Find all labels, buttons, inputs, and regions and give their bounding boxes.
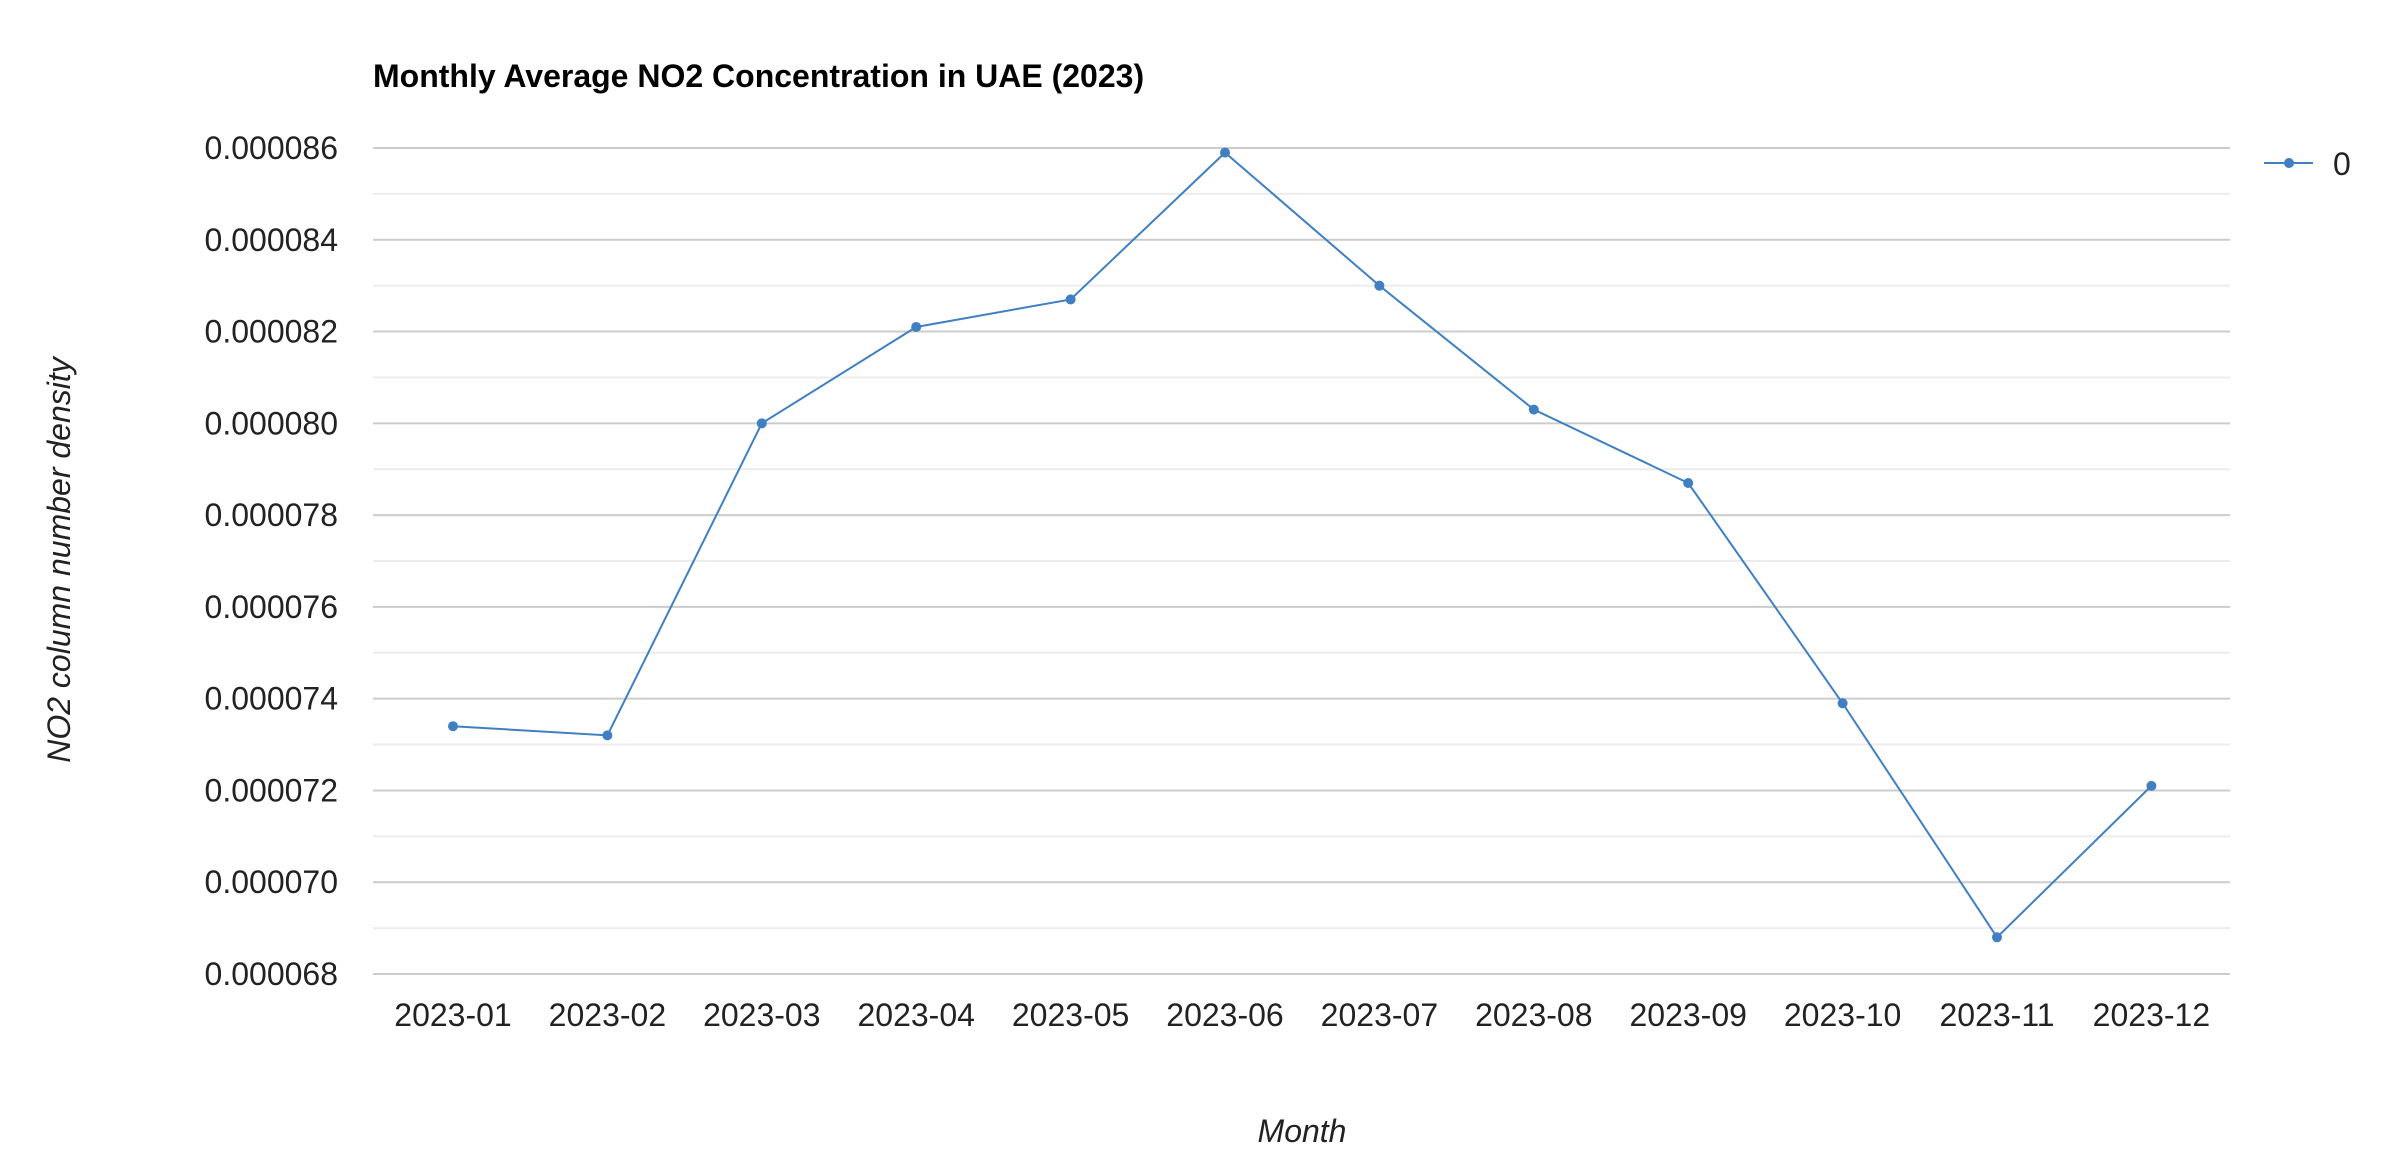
y-axis-ticks: 0.000086 0.000084 0.000082 0.000080 0.000078… xyxy=(205,130,338,992)
x-tick-label: 2023-04 xyxy=(857,997,974,1033)
y-tick-label: 0.000074 xyxy=(205,681,338,717)
data-point xyxy=(1528,404,1539,415)
x-tick-label: 2023-10 xyxy=(1784,997,1901,1033)
chart-title: Monthly Average NO2 Concentration in UAE… xyxy=(373,58,1144,94)
data-point xyxy=(756,418,767,429)
data-point xyxy=(448,721,458,732)
y-tick-label: 0.000084 xyxy=(205,222,338,258)
y-tick-label: 0.000078 xyxy=(205,497,338,533)
y-tick-label: 0.000086 xyxy=(205,130,338,166)
x-tick-label: 2023-08 xyxy=(1475,997,1592,1033)
legend-label: 0 xyxy=(2333,146,2351,182)
data-point xyxy=(1065,294,1076,305)
data-point xyxy=(602,730,613,741)
x-tick-label: 2023-02 xyxy=(549,997,666,1033)
data-point xyxy=(1220,147,1230,158)
x-tick-label: 2023-01 xyxy=(394,997,511,1033)
series-layer xyxy=(448,147,2157,943)
x-tick-label: 2023-05 xyxy=(1012,997,1129,1033)
x-tick-label: 2023-12 xyxy=(2093,997,2210,1033)
x-tick-label: 2023-09 xyxy=(1629,997,1746,1033)
y-tick-label: 0.000076 xyxy=(205,589,338,625)
y-axis-title: NO2 column number density xyxy=(41,355,77,763)
y-tick-label: 0.000068 xyxy=(205,956,338,992)
x-axis-title: Month xyxy=(1258,1113,1347,1149)
series-line xyxy=(452,151,2153,939)
legend: 0 xyxy=(2264,146,2351,182)
data-point xyxy=(1374,280,1385,291)
data-point xyxy=(911,321,922,332)
legend-point-marker xyxy=(2284,158,2294,168)
y-tick-label: 0.000080 xyxy=(205,405,338,441)
y-tick-label: 0.000072 xyxy=(205,772,338,808)
data-point xyxy=(1683,477,1694,488)
x-tick-label: 2023-03 xyxy=(703,997,820,1033)
data-point xyxy=(1837,698,1848,709)
y-tick-label: 0.000070 xyxy=(205,864,338,900)
x-tick-label: 2023-11 xyxy=(1939,997,2054,1033)
data-point xyxy=(2146,780,2157,791)
y-tick-label: 0.000082 xyxy=(205,314,338,350)
gridlines xyxy=(373,147,2230,975)
x-tick-label: 2023-06 xyxy=(1166,997,1283,1033)
x-tick-label: 2023-07 xyxy=(1321,997,1438,1033)
data-point xyxy=(1992,932,2002,943)
x-axis-ticks: 2023-01 2023-02 2023-03 2023-04 2023-05 2023-… xyxy=(394,997,2210,1033)
